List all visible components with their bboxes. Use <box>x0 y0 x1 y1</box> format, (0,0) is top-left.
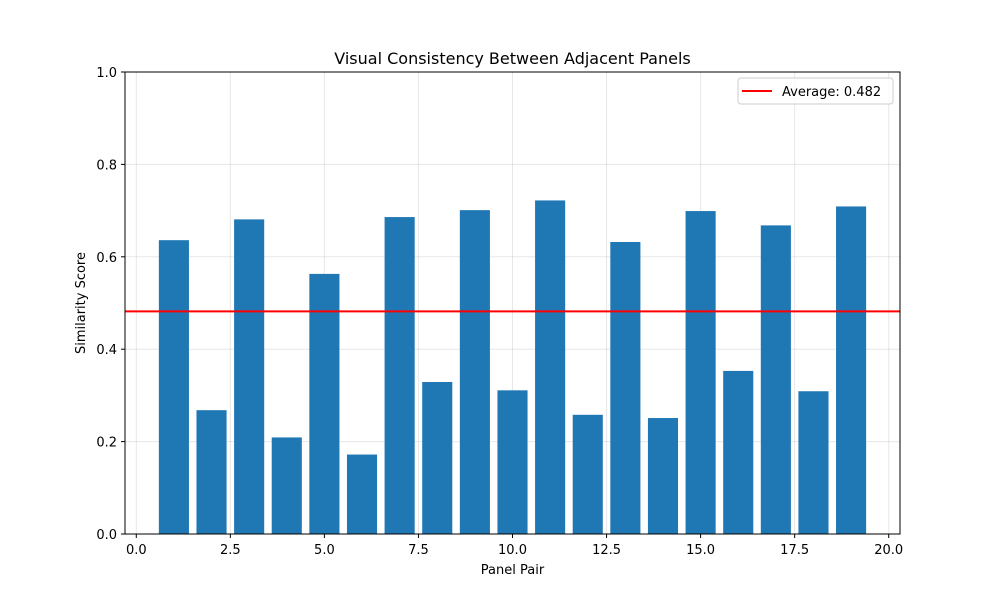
x-tick-label: 7.5 <box>408 543 429 558</box>
y-tick-label: 0.6 <box>96 251 117 266</box>
bar-10 <box>497 390 528 534</box>
x-tick-label: 20.0 <box>874 543 903 558</box>
x-tick-label: 17.5 <box>780 543 809 558</box>
bar-5 <box>309 273 340 534</box>
legend-box <box>737 77 894 105</box>
bars <box>158 200 867 535</box>
bar-2 <box>196 410 227 534</box>
y-tick-label: 0.8 <box>96 158 117 173</box>
bar-13 <box>610 242 641 535</box>
bar-7 <box>384 217 415 534</box>
legend-average-label: Average: 0.482 <box>782 85 881 100</box>
bar-3 <box>234 219 265 535</box>
bar-11 <box>535 200 566 534</box>
legend: Average: 0.482 <box>737 77 894 105</box>
bar-16 <box>723 370 754 534</box>
x-tick-label: 5.0 <box>314 543 335 558</box>
y-tick-label: 1.0 <box>96 66 117 81</box>
x-tick-label: 12.5 <box>592 543 621 558</box>
y-axis-label: Similarity Score <box>74 252 89 354</box>
y-tick-label: 0.4 <box>96 343 117 358</box>
y-tick-label: 0.2 <box>96 436 117 451</box>
y-axis-ticks: 0.0 0.2 0.4 0.6 0.8 1.0 <box>96 66 125 543</box>
y-tick-label: 0.0 <box>96 528 117 543</box>
bar-14 <box>647 418 679 534</box>
bar-15 <box>685 211 716 534</box>
bar-18 <box>798 391 829 534</box>
bar-6 <box>346 454 378 534</box>
chart-title: Visual Consistency Between Adjacent Pane… <box>334 49 690 68</box>
x-tick-label: 10.0 <box>498 543 527 558</box>
bar-1 <box>158 240 189 534</box>
x-axis-label: Panel Pair <box>481 563 545 578</box>
x-axis-ticks: 0.0 2.5 5.0 7.5 10.0 12.5 15.0 17.5 20.0 <box>126 534 903 558</box>
x-tick-label: 0.0 <box>126 543 147 558</box>
bar-4 <box>271 437 302 534</box>
bar-8 <box>422 382 453 534</box>
x-tick-label: 2.5 <box>220 543 241 558</box>
x-tick-label: 15.0 <box>686 543 715 558</box>
bar-19 <box>836 206 867 534</box>
bar-17 <box>760 225 791 534</box>
bar-9 <box>459 210 490 534</box>
bar-12 <box>572 414 603 534</box>
